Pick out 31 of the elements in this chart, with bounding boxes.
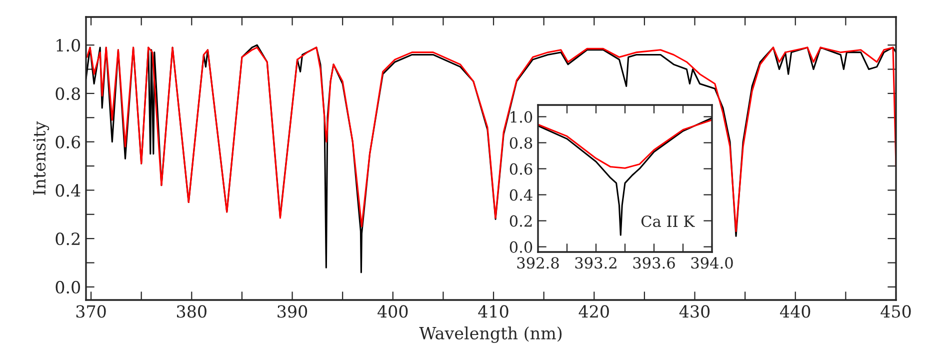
x-tick-label: 430 (679, 305, 710, 318)
x-tick-label: 392.8 (517, 257, 559, 269)
x-tick-label: 370 (76, 305, 106, 318)
y-tick-label: 0.0 (510, 241, 532, 253)
y-tick-label: 0.0 (56, 280, 80, 294)
x-tick-label: 394.0 (691, 257, 733, 269)
y-tick-label: 0.8 (510, 137, 532, 149)
y-tick-label: 1.0 (56, 39, 80, 52)
x-tick-label: 420 (578, 305, 609, 318)
x-tick-label: 450 (880, 305, 911, 318)
x-tick-label: 393.6 (633, 257, 675, 269)
x-tick-label: 380 (177, 305, 206, 318)
y-tick-label: 0.2 (510, 215, 532, 227)
y-tick-label: 0.6 (56, 136, 80, 148)
y-tick-label: 0.6 (510, 163, 532, 175)
y-tick-label: 0.4 (510, 189, 532, 201)
y-tick-label: 1.0 (510, 111, 532, 123)
line-series (86, 46, 896, 232)
annotation: Ca II K (641, 215, 695, 228)
x-axis-title: Wavelength (nm) (419, 326, 562, 343)
y-tick-label: 0.8 (56, 87, 80, 100)
line-series (538, 119, 712, 169)
y-tick-label: 0.4 (56, 184, 80, 197)
line-series (538, 117, 712, 236)
x-tick-label: 390 (278, 305, 308, 318)
x-tick-label: 410 (478, 305, 508, 318)
x-tick-label: 440 (780, 305, 810, 318)
y-axis-title: Intensity (33, 121, 50, 195)
x-tick-label: 400 (378, 305, 408, 318)
y-tick-label: 0.2 (56, 232, 80, 246)
x-tick-label: 393.2 (575, 257, 616, 269)
